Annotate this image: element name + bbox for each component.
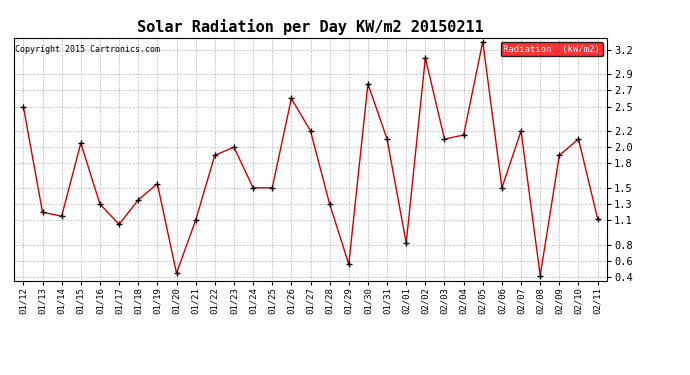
Title: Solar Radiation per Day KW/m2 20150211: Solar Radiation per Day KW/m2 20150211 <box>137 19 484 35</box>
Legend: Radiation  (kW/m2): Radiation (kW/m2) <box>500 42 602 56</box>
Text: Copyright 2015 Cartronics.com: Copyright 2015 Cartronics.com <box>15 45 160 54</box>
